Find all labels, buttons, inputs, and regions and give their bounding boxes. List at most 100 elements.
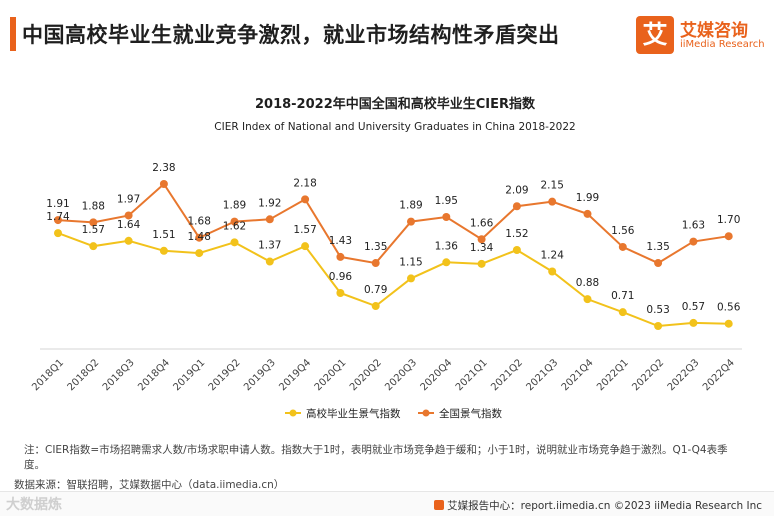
page-title: 中国高校毕业生就业竞争激烈，就业市场结构性矛盾突出 xyxy=(22,23,560,47)
x-tick-label: 2022Q2 xyxy=(630,357,666,393)
data-label: 1.24 xyxy=(541,250,565,262)
data-label: 0.96 xyxy=(329,271,353,283)
data-point xyxy=(618,308,627,317)
x-tick-label: 2021Q3 xyxy=(524,357,560,393)
data-label: 1.57 xyxy=(82,224,105,236)
data-label: 1.91 xyxy=(46,198,69,210)
data-point xyxy=(124,211,133,220)
data-point xyxy=(371,302,380,311)
logo-name-cn: 艾媒咨询 xyxy=(680,21,748,41)
chart-title: 2018-2022年中国全国和高校毕业生CIER指数 xyxy=(255,96,536,112)
data-label: 1.36 xyxy=(435,240,459,252)
data-label: 1.63 xyxy=(682,220,705,232)
data-label: 1.52 xyxy=(505,228,528,240)
data-point xyxy=(265,257,274,266)
data-label: 1.15 xyxy=(399,256,422,268)
data-point xyxy=(407,217,415,226)
report-center-icon xyxy=(434,500,445,510)
data-label: 1.95 xyxy=(435,195,458,207)
data-label: 1.57 xyxy=(293,224,316,236)
data-label: 1.51 xyxy=(152,229,175,241)
data-label: 0.88 xyxy=(576,277,599,289)
data-label: 1.34 xyxy=(470,242,494,254)
header-accent-bar xyxy=(10,17,16,51)
x-tick-label: 2020Q1 xyxy=(313,357,349,393)
data-point xyxy=(336,288,345,297)
x-tick-label: 2021Q4 xyxy=(560,357,596,393)
logo-name-en: iiMedia Research xyxy=(680,39,765,50)
data-label: 1.37 xyxy=(258,240,281,252)
data-label: 1.89 xyxy=(223,200,246,212)
x-tick-label: 2019Q1 xyxy=(171,357,207,393)
data-label: 1.74 xyxy=(46,211,70,223)
data-point xyxy=(583,209,592,218)
data-point xyxy=(159,180,168,188)
data-label: 2.09 xyxy=(505,184,528,196)
data-point xyxy=(230,238,239,247)
data-point xyxy=(230,217,239,226)
data-label: 1.35 xyxy=(364,241,387,253)
data-point xyxy=(124,236,133,245)
x-tick-label: 2020Q3 xyxy=(383,357,419,393)
data-point xyxy=(548,197,557,206)
legend-marker xyxy=(289,409,297,417)
line-chart: 2018-2022年中国全国和高校毕业生CIER指数 CIER Index of… xyxy=(30,96,742,420)
data-point xyxy=(301,242,310,251)
data-point xyxy=(407,274,415,283)
chart-legend: 高校毕业生景气指数 全国景气指数 xyxy=(285,407,502,420)
data-label: 1.70 xyxy=(717,214,740,226)
x-tick-label: 2018Q2 xyxy=(66,357,102,393)
data-point xyxy=(195,249,204,258)
data-label: 0.56 xyxy=(717,302,741,314)
watermark: 大数据炼 xyxy=(6,497,62,513)
chart-subtitle: CIER Index of National and University Gr… xyxy=(214,121,575,133)
footer-text-wrap: 艾媒报告中心：report.iimedia.cn ©2023 iiMedia R… xyxy=(434,498,762,513)
data-point xyxy=(512,246,521,255)
data-label: 1.64 xyxy=(117,219,141,231)
series-graduates: 1.74 1.57 1.64 1.51 1.48 1.62 1.37 1.57 0.96 0.79… xyxy=(46,211,741,330)
x-tick-label: 2018Q3 xyxy=(101,357,137,393)
brand-logo: 艾 艾媒咨询 iiMedia Research xyxy=(636,16,766,56)
data-point xyxy=(442,258,451,267)
data-point xyxy=(654,259,663,268)
data-point xyxy=(336,252,345,261)
x-tick-label: 2019Q4 xyxy=(277,357,313,393)
data-label: 1.88 xyxy=(82,200,105,212)
x-tick-label: 2020Q2 xyxy=(348,357,384,393)
data-point xyxy=(477,259,486,268)
x-tick-label: 2019Q2 xyxy=(207,357,243,393)
data-point xyxy=(89,218,98,227)
data-point xyxy=(583,295,592,304)
data-label: 1.97 xyxy=(117,193,140,205)
data-point xyxy=(442,213,451,222)
x-tick-label: 2022Q3 xyxy=(666,357,702,393)
x-tick-label: 2021Q2 xyxy=(489,357,525,393)
footer-text: 艾媒报告中心：report.iimedia.cn ©2023 iiMedia R… xyxy=(447,500,762,512)
data-point xyxy=(159,246,168,255)
data-label: 1.66 xyxy=(470,217,494,229)
data-point xyxy=(654,322,663,330)
data-source: 数据来源：智联招聘，艾媒数据中心（data.iimedia.cn） xyxy=(14,479,285,491)
data-label: 1.68 xyxy=(188,216,211,228)
data-label: 0.57 xyxy=(682,301,705,313)
data-label: 0.71 xyxy=(611,290,634,302)
x-tick-label: 2022Q4 xyxy=(701,357,737,393)
legend-item: 全国景气指数 xyxy=(418,407,502,420)
data-label: 2.18 xyxy=(293,177,316,189)
series-line xyxy=(57,232,729,328)
x-tick-label: 2022Q1 xyxy=(595,357,631,393)
legend-item: 高校毕业生景气指数 xyxy=(285,407,401,420)
footer-bar: 艾媒报告中心：report.iimedia.cn ©2023 iiMedia R… xyxy=(0,491,774,516)
x-tick-label: 2020Q4 xyxy=(419,357,455,393)
data-label: 1.48 xyxy=(188,231,211,243)
series-national: 1.91 1.88 1.97 2.38 1.68 1.89 1.92 2.18 1.43 1.35… xyxy=(46,162,740,268)
data-label: 1.56 xyxy=(611,225,635,237)
data-point xyxy=(371,259,380,268)
data-label: 0.79 xyxy=(364,284,387,296)
data-point xyxy=(548,267,557,276)
x-tick-label: 2019Q3 xyxy=(242,357,278,393)
x-tick-label: 2021Q1 xyxy=(454,357,490,393)
data-label: 0.53 xyxy=(646,304,669,316)
data-point xyxy=(618,242,627,251)
data-point xyxy=(54,216,62,225)
